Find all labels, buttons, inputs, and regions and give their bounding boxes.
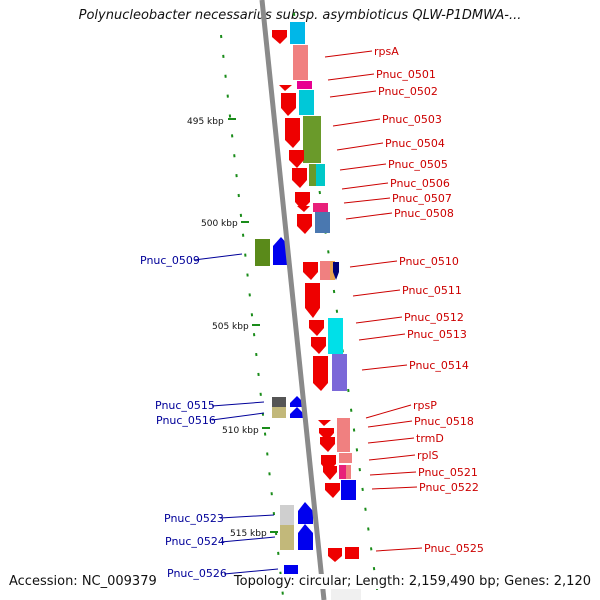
gene-label-pnuc-0525[interactable]: Pnuc_0525 <box>424 542 484 555</box>
gene-block <box>332 354 347 391</box>
scale-label-500: 500 kbp <box>201 219 238 229</box>
gene-arrow <box>298 502 313 524</box>
gene-block <box>315 212 330 233</box>
gene-arrow <box>328 548 342 562</box>
gene-arrow <box>320 437 335 452</box>
accession-label: Accession: NC_009379 <box>9 574 157 589</box>
gene-arrow <box>281 93 296 116</box>
scale-track <box>220 0 379 597</box>
gene-block <box>290 22 305 44</box>
gene-label-pnuc-0514[interactable]: Pnuc_0514 <box>409 359 469 372</box>
gene-block <box>280 525 294 550</box>
gene-label-pnuc-0505[interactable]: Pnuc_0505 <box>388 158 448 171</box>
scale-label-505: 505 kbp <box>212 322 249 332</box>
gene-block <box>339 465 346 479</box>
gene-arrow <box>323 466 337 480</box>
gene-block <box>293 45 308 80</box>
gene-arrow <box>297 206 310 212</box>
gene-label-pnuc-0510[interactable]: Pnuc_0510 <box>399 255 459 268</box>
gene-block <box>341 480 356 500</box>
gene-block <box>346 465 351 479</box>
gene-arrow <box>272 30 287 44</box>
gene-arrow <box>279 85 292 91</box>
gene-label-pnuc-0518[interactable]: Pnuc_0518 <box>414 415 474 428</box>
genome-backbone <box>259 0 327 600</box>
gene-block <box>280 505 294 525</box>
left-callouts <box>193 253 279 575</box>
gene-label-rplS[interactable]: rplS <box>417 449 439 462</box>
gene-block <box>297 81 312 89</box>
gene-block <box>309 164 317 186</box>
gene-arrow <box>325 483 340 498</box>
gene-block <box>330 261 335 280</box>
gene-label-pnuc-0512[interactable]: Pnuc_0512 <box>404 311 464 324</box>
gene-block <box>299 90 314 115</box>
gene-arrow <box>333 262 339 280</box>
gene-label-pnuc-0502[interactable]: Pnuc_0502 <box>378 85 438 98</box>
gene-block <box>316 164 325 186</box>
gene-label-pnuc-0503[interactable]: Pnuc_0503 <box>382 113 442 126</box>
gene-block <box>328 318 343 354</box>
topology-label: Topology: circular; Length: 2,159,490 bp… <box>233 574 591 589</box>
gene-arrow <box>290 396 304 407</box>
gene-label-pnuc-0508[interactable]: Pnuc_0508 <box>394 207 454 220</box>
gene-block <box>337 418 350 452</box>
gene-arrow <box>313 356 328 391</box>
gene-arrow <box>319 428 334 441</box>
gene-block <box>272 407 286 418</box>
scale-label-515: 515 kbp <box>230 529 267 539</box>
gene-label-pnuc-0526[interactable]: Pnuc_0526 <box>167 567 227 580</box>
reverse-strand-genes <box>255 237 313 585</box>
gene-arrow <box>290 407 304 418</box>
gene-block <box>255 239 270 266</box>
gene-label-pnuc-0507[interactable]: Pnuc_0507 <box>392 192 452 205</box>
gene-arrow <box>311 337 326 354</box>
gene-block <box>272 397 286 407</box>
gene-label-pnuc-0506[interactable]: Pnuc_0506 <box>390 177 450 190</box>
scale-ticks: 495 kbp 500 kbp 505 kbp 510 kbp 515 kbp <box>187 117 278 539</box>
gene-label-trmD[interactable]: trmD <box>416 432 444 445</box>
gene-label-rpsP[interactable]: rpsP <box>413 399 437 412</box>
scale-label-510: 510 kbp <box>222 426 259 436</box>
gene-label-pnuc-0504[interactable]: Pnuc_0504 <box>385 137 445 150</box>
gene-label-pnuc-0515[interactable]: Pnuc_0515 <box>155 399 215 412</box>
gene-arrow <box>297 214 312 234</box>
gene-block <box>303 116 321 163</box>
gene-arrow <box>298 524 313 550</box>
map-title: Polynucleobacter necessarius subsp. asym… <box>78 8 522 23</box>
gene-arrow <box>303 262 318 280</box>
gene-label-pnuc-0521[interactable]: Pnuc_0521 <box>418 466 478 479</box>
gene-arrow <box>318 420 331 426</box>
scale-label-495: 495 kbp <box>187 117 224 127</box>
gene-label-pnuc-0522[interactable]: Pnuc_0522 <box>419 481 479 494</box>
gene-block <box>320 261 330 280</box>
gene-arrow <box>309 320 324 336</box>
gene-arrow <box>292 168 307 188</box>
gene-label-pnuc-0524[interactable]: Pnuc_0524 <box>165 535 225 548</box>
gene-label-pnuc-0509[interactable]: Pnuc_0509 <box>140 254 200 267</box>
gene-arrow <box>285 118 300 148</box>
gene-block <box>339 453 352 463</box>
gene-label-pnuc-0516[interactable]: Pnuc_0516 <box>156 414 216 427</box>
gene-block <box>345 547 359 559</box>
right-callouts <box>324 50 423 552</box>
gene-label-pnuc-0501[interactable]: Pnuc_0501 <box>376 68 436 81</box>
gene-arrow <box>305 283 320 318</box>
gene-block <box>313 203 328 212</box>
gene-label-pnuc-0511[interactable]: Pnuc_0511 <box>402 284 462 297</box>
gene-arrow <box>289 150 304 168</box>
gene-arrow <box>295 192 310 210</box>
gene-label-pnuc-0523[interactable]: Pnuc_0523 <box>164 512 224 525</box>
gene-label-rpsA[interactable]: rpsA <box>374 45 399 58</box>
gene-label-pnuc-0513[interactable]: Pnuc_0513 <box>407 328 467 341</box>
